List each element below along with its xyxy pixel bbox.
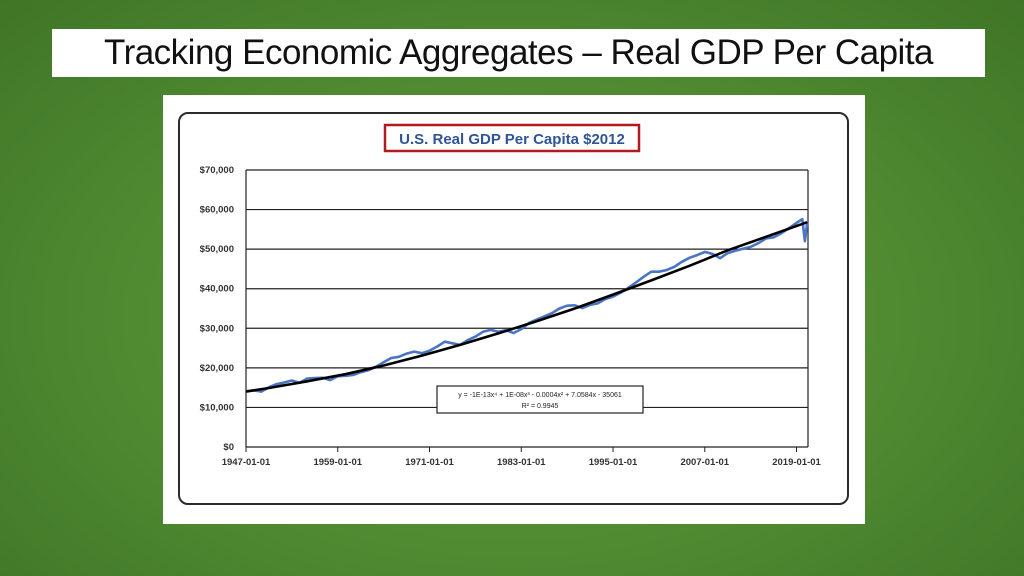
y-tick-label: $40,000 [200, 284, 234, 295]
y-tick-label: $10,000 [200, 402, 234, 413]
x-tick-label: 2019-01-01 [772, 457, 821, 468]
x-tick-label: 2007-01-01 [680, 457, 729, 468]
chart-title: U.S. Real GDP Per Capita $2012 [399, 131, 625, 148]
y-tick-label: $0 [223, 442, 234, 453]
slide-title-bar: Tracking Economic Aggregates – Real GDP … [52, 29, 985, 77]
series-layer [245, 217, 809, 393]
series-line-gdp-per-capita [245, 217, 809, 393]
trendline-layer [245, 220, 808, 393]
chart-image: U.S. Real GDP Per Capita $2012 $0 $10,000… [163, 95, 865, 524]
x-tick-label: 1959-01-01 [313, 457, 362, 468]
x-tick-label: 1983-01-01 [497, 457, 546, 468]
trendline-equation: y = -1E-13x⁴ + 1E-08x³ - 0.0004x² + 7.05… [458, 392, 622, 399]
y-tick-label: $20,000 [200, 363, 234, 374]
slide-title: Tracking Economic Aggregates – Real GDP … [103, 33, 934, 72]
equation-box-border [436, 385, 644, 414]
grid-layer [245, 169, 809, 448]
y-axis-ticks: $0 $10,000 $20,000 $30,000 $40,000 $50,000 $60… [200, 165, 234, 453]
trendline-r-squared: R² = 0.9945 [522, 403, 559, 410]
equation-box: y = -1E-13x⁴ + 1E-08x³ - 0.0004x² + 7.05… [436, 385, 644, 414]
x-tick-label: 1971-01-01 [405, 457, 454, 468]
chart-title-box [383, 123, 641, 153]
x-tick-label: 1947-01-01 [222, 457, 271, 468]
y-tick-label: $70,000 [200, 165, 234, 176]
y-tick-label: $30,000 [200, 323, 234, 334]
chart-frame [178, 112, 849, 505]
y-tick-label: $50,000 [200, 244, 234, 255]
x-axis-ticks: 1947-01-01 1959-01-01 1971-01-01 1983-01-01… [222, 447, 822, 468]
y-tick-label: $60,000 [200, 205, 234, 216]
trendline [245, 220, 808, 393]
x-tick-label: 1995-01-01 [589, 457, 638, 468]
chart-svg: U.S. Real GDP Per Capita $2012 $0 $10,000… [200, 123, 822, 468]
